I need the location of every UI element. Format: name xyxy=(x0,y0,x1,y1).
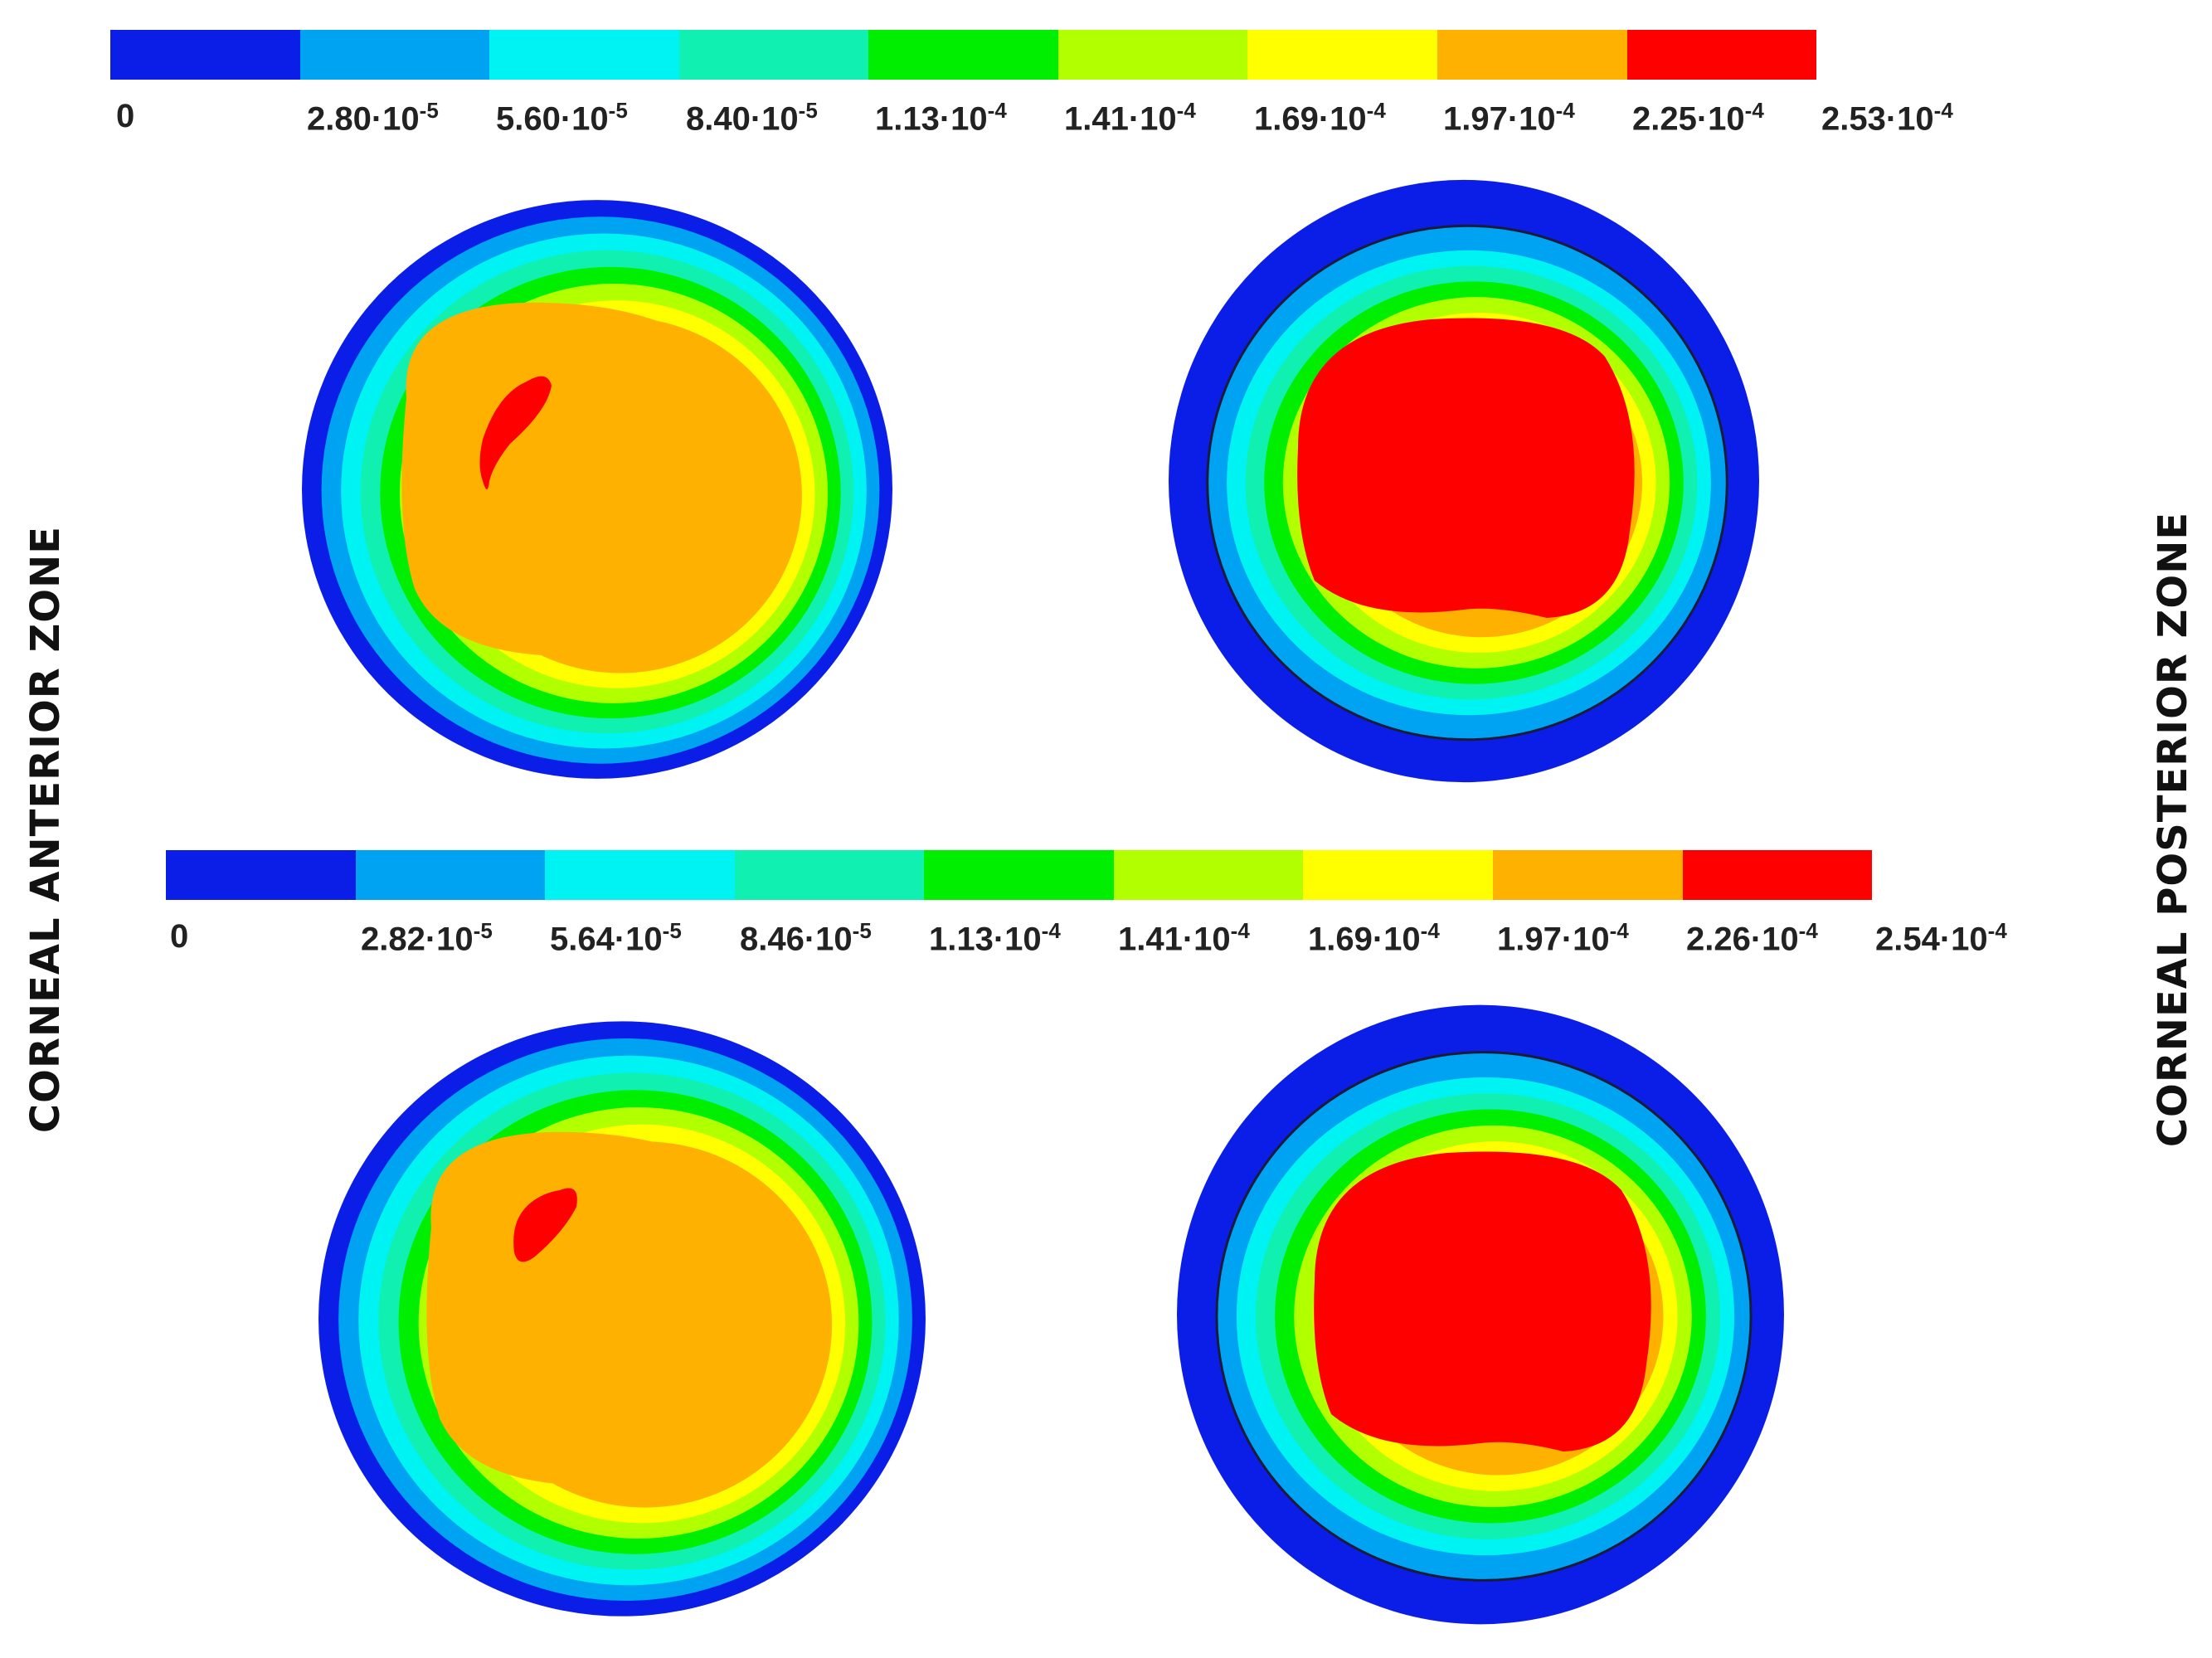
colorbar-segment xyxy=(355,850,546,900)
colorbar-tick-label: 1.13·10-4 xyxy=(875,98,1007,138)
colorbar-top-ticks: 0 2.80·10-5 5.60·10-5 8.40·10-5 1.13·10-4 1.4… xyxy=(116,98,2024,139)
colorbar-tick-label: 1.69·10-4 xyxy=(1308,918,1440,958)
colorbar-segment xyxy=(489,30,679,80)
colorbar-segment xyxy=(1247,30,1437,80)
colorbar-tick-label: 2.25·10-4 xyxy=(1632,98,1764,138)
colorbar-tick-label: 8.40·10-5 xyxy=(686,98,818,138)
colorbar-segment xyxy=(1492,850,1683,900)
contour-top-left xyxy=(302,200,892,779)
colorbar-tick-label: 2.53·10-4 xyxy=(1821,98,1953,138)
colorbar-tick-label: 2.54·10-4 xyxy=(1875,918,2007,958)
colorbar-segment xyxy=(868,30,1058,80)
contour-core xyxy=(1314,1151,1651,1451)
colorbar-segment xyxy=(734,850,925,900)
colorbar-segment xyxy=(299,30,490,80)
colorbar-tick-label: 8.46·10-5 xyxy=(740,918,872,958)
colorbar-segment xyxy=(1626,30,1817,80)
colorbar-segment xyxy=(545,850,735,900)
colorbar-tick-label: 0 xyxy=(116,98,135,134)
posterior-zone-label: CORNEAL POSTERIOR ZONE xyxy=(2150,511,2196,1148)
colorbar-tick-label: 0 xyxy=(170,918,189,955)
colorbar-tick-label: 2.82·10-5 xyxy=(361,918,493,958)
colorbar-segment xyxy=(1057,30,1248,80)
contour-peak xyxy=(479,376,552,489)
colorbar-tick-label: 1.97·10-4 xyxy=(1443,98,1575,138)
colorbar-tick-label: 1.69·10-4 xyxy=(1254,98,1386,138)
colorbar-segment xyxy=(1113,850,1304,900)
contour-bottom-right xyxy=(1177,1004,1784,1625)
colorbar-tick-label: 5.60·10-5 xyxy=(496,98,628,138)
colorbar-bottom-ticks: 0 2.82·10-5 5.64·10-5 8.46·10-5 1.13·10-4 1.4… xyxy=(170,918,2078,960)
colorbar-tick-label: 1.41·10-4 xyxy=(1064,98,1196,138)
contour-top-right xyxy=(1169,179,1759,783)
contour-bottom-left xyxy=(318,1021,926,1617)
colorbar-top xyxy=(110,30,1817,80)
contour-core xyxy=(1297,318,1635,618)
contour-peak xyxy=(513,1188,577,1262)
anterior-zone-label: CORNEAL ANTERIOR ZONE xyxy=(22,525,69,1134)
colorbar-segment xyxy=(110,30,300,80)
colorbar-segment xyxy=(166,850,356,900)
colorbar-tick-label: 1.13·10-4 xyxy=(929,918,1061,958)
contour-core xyxy=(401,302,782,656)
colorbar-tick-label: 1.97·10-4 xyxy=(1497,918,1629,958)
colorbar-tick-label: 2.80·10-5 xyxy=(307,98,439,138)
colorbar-segment xyxy=(1437,30,1627,80)
colorbar-segment xyxy=(1303,850,1493,900)
colorbar-segment xyxy=(678,30,869,80)
colorbar-bottom xyxy=(166,850,1873,900)
colorbar-tick-label: 1.41·10-4 xyxy=(1118,918,1250,958)
colorbar-tick-label: 2.26·10-4 xyxy=(1686,918,1818,958)
colorbar-segment xyxy=(1682,850,1873,900)
colorbar-segment xyxy=(924,850,1114,900)
colorbar-tick-label: 5.64·10-5 xyxy=(550,918,682,958)
